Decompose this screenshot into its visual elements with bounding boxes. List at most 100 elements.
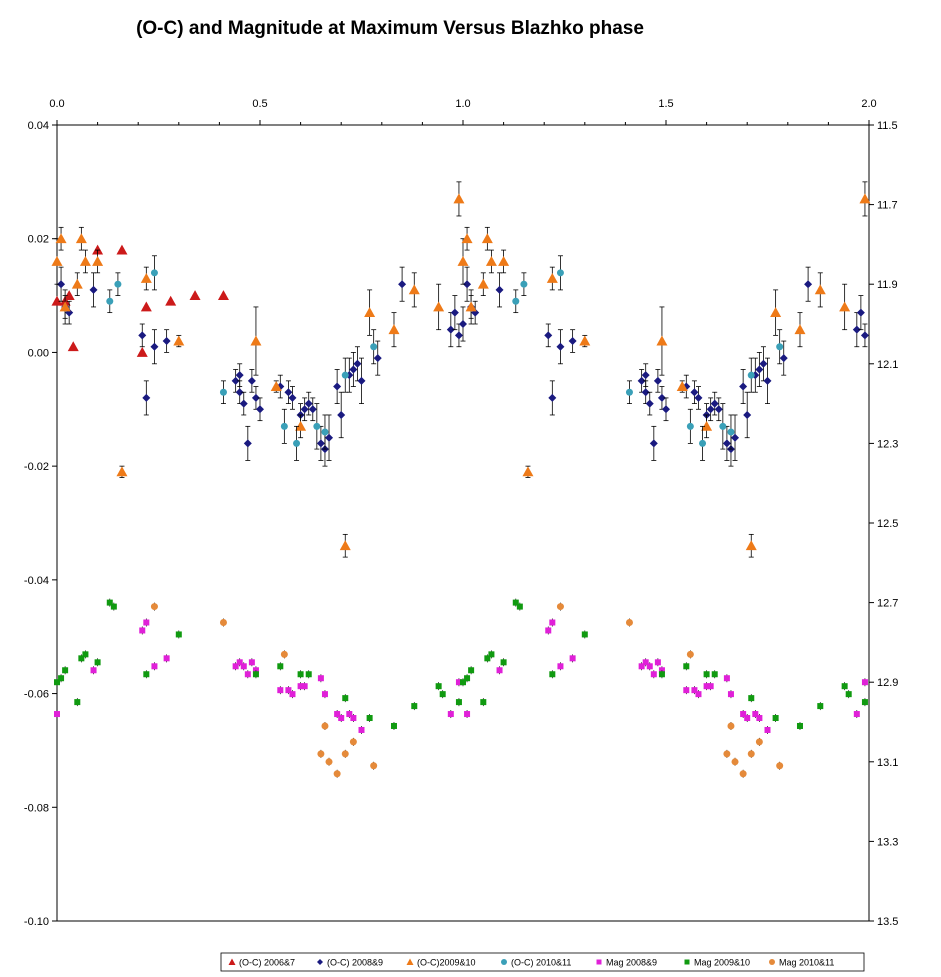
data-point [548, 393, 557, 402]
data-point [545, 627, 552, 634]
data-point [776, 762, 784, 770]
data-point [496, 667, 503, 674]
x-tick-label: 0.0 [49, 98, 64, 110]
data-point [463, 280, 472, 289]
data-point [747, 371, 755, 379]
y-left-tick-label: -0.08 [24, 802, 49, 814]
data-point [522, 466, 534, 477]
legend-label: (O-C) 2008&9 [327, 958, 383, 968]
data-point [116, 244, 128, 255]
data-point [455, 699, 462, 706]
data-point [114, 280, 122, 288]
x-tick-label: 1.5 [658, 98, 673, 110]
data-point [82, 651, 89, 658]
data-point [231, 376, 240, 385]
data-point [856, 308, 865, 317]
data-point [646, 663, 653, 670]
y-right-tick-label: 12.7 [877, 598, 898, 610]
data-point [579, 335, 591, 346]
data-point [297, 683, 304, 690]
legend-marker [406, 958, 414, 965]
data-point [219, 619, 227, 626]
data-point [756, 715, 763, 722]
data-point [342, 695, 349, 702]
data-point [447, 711, 454, 718]
data-point [54, 711, 60, 718]
data-point [752, 711, 759, 718]
data-point [707, 683, 714, 690]
legend-item: (O-C)2009&10 [406, 958, 476, 968]
data-point [189, 290, 201, 300]
data-point [357, 376, 366, 385]
y-left-tick-label: 0.04 [28, 120, 49, 132]
data-point [454, 331, 463, 340]
series-4 [106, 255, 784, 461]
x-tick-label: 2.0 [861, 98, 876, 110]
data-point [468, 667, 475, 674]
legend-marker [684, 959, 690, 965]
data-point [804, 280, 813, 289]
data-point [480, 699, 487, 706]
y-right-tick-label: 12.9 [877, 677, 898, 689]
data-point [516, 603, 523, 610]
data-point [139, 627, 146, 634]
data-point [701, 420, 713, 431]
data-point [219, 388, 227, 396]
data-point [657, 393, 666, 402]
data-point [252, 671, 259, 678]
y-right-tick-label: 13.1 [877, 757, 898, 769]
data-point [79, 255, 91, 266]
data-point [439, 691, 446, 698]
data-point [446, 325, 455, 334]
y-left-tick-label: 0.00 [28, 347, 49, 359]
data-point [358, 726, 365, 733]
data-point [723, 750, 731, 758]
data-point [556, 603, 564, 611]
data-point [686, 650, 694, 658]
data-point [796, 722, 803, 729]
data-point [75, 233, 87, 244]
data-point [51, 295, 63, 306]
legend-item: Mag 2009&10 [684, 958, 750, 968]
data-point [459, 320, 467, 328]
data-point [94, 659, 101, 666]
data-point [714, 405, 723, 414]
data-point [247, 376, 256, 385]
data-point [461, 233, 473, 244]
data-point [251, 393, 260, 402]
data-point [544, 331, 553, 340]
data-point [658, 671, 665, 678]
data-point [236, 659, 243, 666]
data-point [772, 715, 779, 722]
y-right-tick-label: 13.3 [877, 836, 898, 848]
data-point [162, 337, 171, 346]
data-point [304, 399, 313, 408]
data-point [411, 703, 418, 710]
chart-marks [51, 181, 871, 778]
legend-item: Mag 2010&11 [769, 958, 834, 968]
data-point [398, 280, 407, 289]
data-point [686, 422, 694, 430]
data-point [477, 278, 489, 289]
data-point [641, 371, 650, 380]
data-point [325, 758, 333, 766]
data-point [683, 687, 690, 694]
series-3 [51, 181, 871, 558]
data-point [339, 540, 351, 551]
data-point [719, 422, 727, 430]
data-point [163, 655, 170, 662]
legend-marker [228, 958, 236, 965]
data-point [235, 388, 244, 397]
data-point [861, 679, 868, 686]
data-point [110, 603, 117, 610]
data-point [235, 371, 244, 380]
data-point [694, 393, 703, 402]
data-point [495, 285, 504, 294]
data-point [817, 703, 824, 710]
data-point [297, 671, 304, 678]
data-point [498, 255, 510, 266]
data-point [293, 439, 301, 447]
data-point [638, 663, 645, 670]
legend-marker [317, 959, 323, 965]
y-right-tick-label: 12.3 [877, 438, 898, 450]
